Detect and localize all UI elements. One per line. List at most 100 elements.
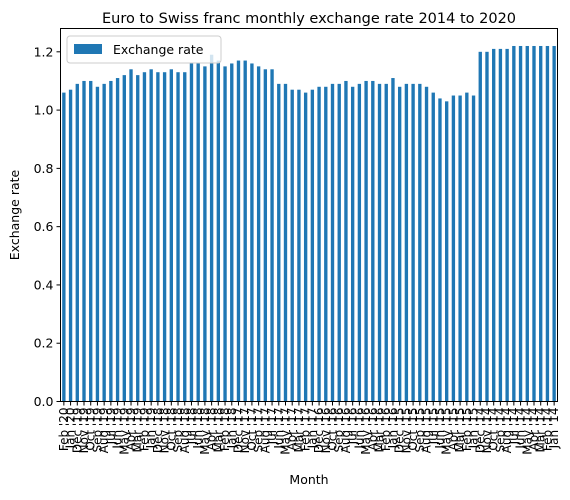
x-tick-label: Jun '15 (433, 408, 447, 450)
bar (230, 63, 234, 402)
bar (498, 48, 503, 402)
bars-group (62, 45, 556, 402)
bar (310, 89, 315, 402)
x-tick-label: Dec '15 (393, 408, 407, 454)
bar (445, 101, 449, 402)
x-tick-label: Mar '15 (453, 408, 467, 453)
bar (438, 98, 442, 402)
bar (183, 72, 187, 402)
bar (377, 83, 382, 402)
bar (539, 45, 543, 402)
x-tick-label: May '19 (117, 408, 131, 455)
bar (136, 75, 140, 402)
x-tick-label: May '14 (520, 408, 534, 455)
bar (552, 45, 556, 402)
bar (391, 78, 395, 402)
bar (418, 83, 422, 402)
bar (532, 45, 536, 402)
bar (384, 83, 388, 402)
bar (169, 69, 173, 402)
x-tick-label: Jan '15 (467, 408, 481, 450)
x-tick-label: Jun '17 (272, 408, 286, 450)
x-tick-label: Sep '18 (171, 408, 185, 453)
bar (209, 54, 214, 402)
x-tick-label: Oct '19 (84, 408, 98, 451)
bar (149, 69, 153, 402)
bar (485, 51, 489, 402)
bar (216, 60, 221, 402)
bar (344, 80, 348, 402)
x-tick-label: Sep '19 (90, 408, 104, 453)
bar (68, 89, 73, 402)
x-tick-label: Jul '19 (104, 408, 118, 446)
x-tick-label: Sep '17 (252, 408, 266, 453)
bar (223, 66, 227, 402)
bar (196, 63, 200, 402)
bar (283, 83, 288, 402)
x-tick-label: Jul '16 (346, 408, 360, 446)
bar (324, 86, 328, 402)
bar (451, 95, 456, 402)
x-tick-label: Oct '14 (487, 408, 501, 451)
plot-frame (60, 28, 558, 402)
bar (525, 45, 529, 402)
x-tick-label: May '15 (440, 408, 454, 455)
x-tick-label: Apr '17 (285, 408, 299, 451)
bar (337, 83, 341, 402)
x-tick-label: Jun '18 (191, 408, 205, 450)
x-tick-label: Jul '18 (184, 408, 198, 446)
x-tick-label: Jul '15 (426, 408, 440, 446)
x-tick-label: May '17 (278, 408, 292, 455)
x-tick-label: Aug '19 (97, 408, 111, 454)
bar (303, 92, 308, 402)
bar (176, 72, 180, 402)
bar (115, 78, 120, 402)
x-tick-label: Oct '18 (164, 408, 178, 451)
x-tick-label: Sep '14 (493, 408, 507, 453)
y-axis: 0.0 0.2 0.4 0.6 0.8 1.0 1.2 (34, 44, 61, 409)
bar (263, 69, 268, 402)
bar (458, 95, 462, 402)
bar (75, 83, 79, 402)
bar (357, 83, 362, 402)
x-tick-label: Nov '15 (399, 408, 413, 454)
bar (317, 86, 321, 402)
bar (277, 83, 281, 402)
x-tick-label: Dec '16 (312, 408, 326, 454)
x-tick-label: Apr '14 (527, 408, 541, 451)
x-tick-label: Feb '20 (57, 408, 71, 452)
legend-label: Exchange rate (113, 42, 204, 57)
x-tick-label: Dec '18 (151, 408, 165, 454)
y-tick-label: 0.2 (34, 336, 54, 351)
x-tick-label: May '16 (359, 408, 373, 455)
bar (122, 75, 126, 402)
bar (411, 83, 415, 402)
bar (404, 83, 409, 402)
bar (518, 45, 523, 402)
bar (102, 83, 106, 402)
legend: Exchange rate (66, 35, 222, 64)
x-tick-label: Nov '18 (158, 408, 172, 454)
bar (250, 63, 254, 402)
x-tick-label: Dec '17 (231, 408, 245, 454)
x-tick-label: Jun '19 (111, 408, 125, 450)
bar (203, 66, 207, 402)
bar (505, 48, 509, 402)
x-tick-label: Apr '15 (446, 408, 460, 451)
y-tick-label: 0.8 (34, 161, 54, 176)
x-tick-label: Oct '15 (406, 408, 420, 451)
bar (545, 45, 550, 402)
y-tick-label: 1.0 (34, 103, 54, 118)
bar (350, 86, 355, 402)
bar (236, 60, 241, 402)
y-tick-label: 0.4 (34, 277, 54, 292)
x-tick-label: Aug '15 (420, 408, 434, 454)
x-tick-label: Nov '17 (238, 408, 252, 454)
x-tick-label: Feb '18 (218, 408, 232, 452)
x-tick-label: Apr '19 (124, 408, 138, 451)
x-tick-label: Oct '17 (245, 408, 259, 451)
x-tick-label: Jul '17 (265, 408, 279, 446)
x-tick-label: Dec '19 (70, 408, 84, 454)
x-tick-label: Apr '18 (205, 408, 219, 451)
